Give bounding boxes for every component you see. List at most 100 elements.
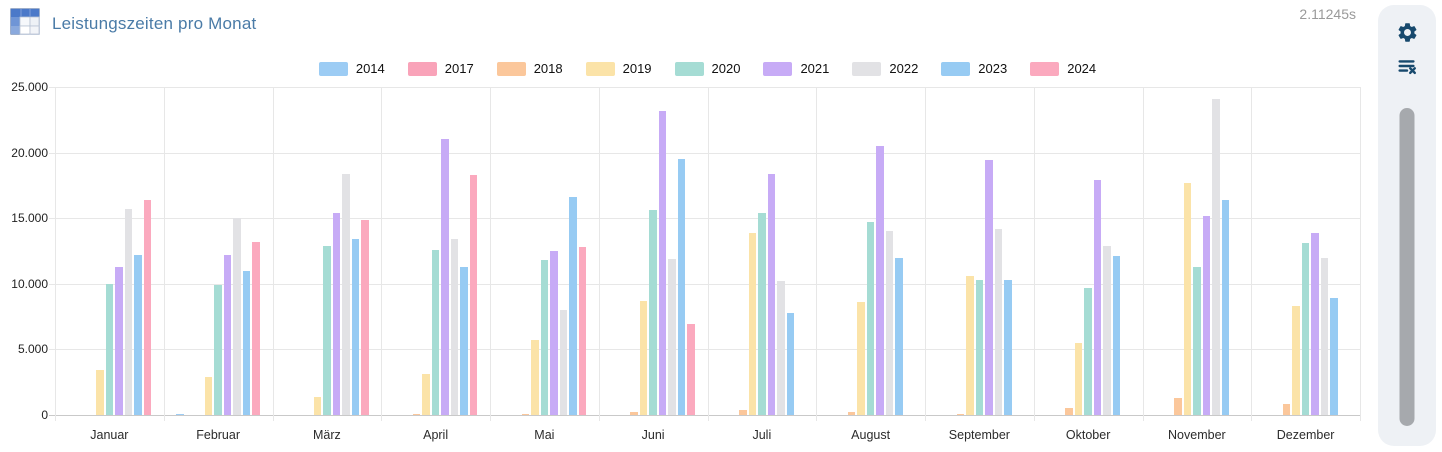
- bar-2020-august: [866, 222, 875, 415]
- bar-2023-juni: [677, 159, 686, 415]
- bar-2023-mai: [569, 197, 577, 415]
- bar-2021-august: [876, 146, 884, 415]
- bar-2018-september: [956, 413, 965, 415]
- bar-2023-juli: [786, 312, 795, 415]
- bar-2024-februar: [252, 241, 260, 415]
- gridline-h: [49, 415, 1360, 416]
- bar-2021-juli: [767, 173, 776, 415]
- bar-2020-september: [975, 279, 984, 415]
- gridline-v: [598, 87, 600, 421]
- bar-2022-februar: [233, 218, 241, 415]
- bar-2024-juni: [687, 324, 695, 415]
- legend-item-2022[interactable]: 2022: [852, 61, 918, 76]
- bar-group-dezember: [1251, 87, 1360, 415]
- bar-2022-september: [994, 228, 1003, 415]
- bar-2023-september: [1004, 279, 1012, 415]
- legend-label: 2021: [800, 61, 830, 76]
- x-tick-label: März: [312, 428, 341, 442]
- bar-2020-februar: [214, 285, 222, 415]
- bar-group-september: [925, 87, 1034, 415]
- bar-group-märz: [273, 87, 382, 415]
- bar-2022-november: [1212, 98, 1220, 415]
- y-tick-label: 15.000: [11, 211, 48, 226]
- bar-2020-oktober: [1084, 287, 1092, 415]
- bar-2021-märz: [332, 212, 341, 415]
- gridline-v: [707, 87, 709, 421]
- gridline-v: [1142, 87, 1144, 421]
- bar-group-mai: [490, 87, 599, 415]
- legend-item-2020[interactable]: 2020: [674, 61, 740, 76]
- bar-2014-februar: [176, 413, 184, 415]
- bar-2019-januar: [96, 370, 104, 415]
- legend-item-2024[interactable]: 2024: [1030, 61, 1096, 76]
- gridline-v: [272, 87, 274, 421]
- y-tick-label: 0: [41, 408, 48, 422]
- bar-2023-august: [895, 257, 903, 415]
- x-tick-label: September: [948, 428, 1010, 442]
- pivot-table-icon: [10, 8, 40, 35]
- bar-2019-oktober: [1074, 342, 1083, 415]
- bar-2020-juni: [649, 210, 657, 415]
- bar-2021-april: [441, 139, 449, 415]
- bar-2022-märz: [342, 173, 350, 415]
- gridline-h: [49, 152, 1360, 154]
- legend-swatch-2023: [941, 61, 971, 76]
- bar-2018-dezember: [1282, 403, 1291, 415]
- legend-item-2021[interactable]: 2021: [763, 61, 829, 76]
- bar-2019-november: [1183, 182, 1192, 415]
- legend-item-2018[interactable]: 2018: [496, 61, 563, 76]
- bar-2023-oktober: [1112, 256, 1121, 415]
- legend-label: 2023: [978, 61, 1008, 76]
- gridline-h: [49, 87, 1360, 88]
- bar-2021-mai: [550, 251, 558, 415]
- bar-group-april: [381, 87, 490, 415]
- settings-gear-icon[interactable]: [1378, 15, 1436, 49]
- gridline-h: [49, 283, 1360, 285]
- render-timing: 2.11245s: [1299, 6, 1356, 22]
- bar-2018-mai: [521, 414, 530, 415]
- plot-area: [49, 87, 1361, 421]
- bar-2022-mai: [559, 310, 568, 415]
- legend-item-2019[interactable]: 2019: [585, 61, 652, 76]
- gridline-v: [925, 87, 926, 421]
- bar-2019-mai: [531, 340, 539, 415]
- legend-label: 2024: [1067, 61, 1097, 76]
- legend-item-2023[interactable]: 2023: [941, 61, 1007, 76]
- bar-2020-dezember: [1301, 243, 1310, 415]
- x-tick-label: Februar: [196, 428, 241, 442]
- gridline-h: [49, 218, 1360, 220]
- gridline-v: [1033, 87, 1035, 421]
- bar-2019-februar: [204, 376, 213, 415]
- x-tick-label: Dezember: [1276, 428, 1335, 442]
- legend-label: 2014: [355, 61, 385, 76]
- bar-group-august: [816, 87, 925, 415]
- bar-2022-april: [450, 239, 459, 415]
- page-title: Leistungszeiten pro Monat: [52, 14, 257, 33]
- gridline-v: [163, 87, 165, 421]
- bar-2022-august: [885, 231, 894, 415]
- bar-2018-juli: [739, 410, 747, 415]
- gridline-v: [55, 87, 56, 421]
- vertical-scrollbar-thumb[interactable]: [1399, 108, 1415, 426]
- chart-legend: 2014 2017 2018 2019 2020 2021 2022 2023 2024: [55, 61, 1360, 76]
- x-tick-label: November: [1168, 428, 1226, 442]
- clear-legend-list-x-icon[interactable]: [1378, 49, 1436, 83]
- gridline-v: [490, 87, 491, 421]
- legend-swatch-2019: [585, 61, 615, 76]
- bar-2024-märz: [361, 219, 369, 415]
- bar-2024-april: [469, 174, 478, 415]
- bar-2023-dezember: [1330, 298, 1338, 415]
- bar-2021-dezember: [1311, 232, 1319, 415]
- bar-2019-juli: [748, 232, 757, 415]
- bar-2018-august: [847, 411, 856, 415]
- legend-item-2014[interactable]: 2014: [318, 61, 385, 76]
- legend-swatch-2022: [852, 61, 882, 76]
- legend-item-2017[interactable]: 2017: [407, 61, 474, 76]
- bar-2021-januar: [115, 266, 123, 415]
- bar-2021-februar: [223, 254, 232, 415]
- bar-2024-januar: [143, 199, 152, 415]
- bar-2021-juni: [658, 110, 667, 415]
- legend-swatch-2021: [763, 61, 793, 76]
- bar-2019-september: [966, 275, 974, 415]
- bar-2020-juli: [758, 212, 766, 415]
